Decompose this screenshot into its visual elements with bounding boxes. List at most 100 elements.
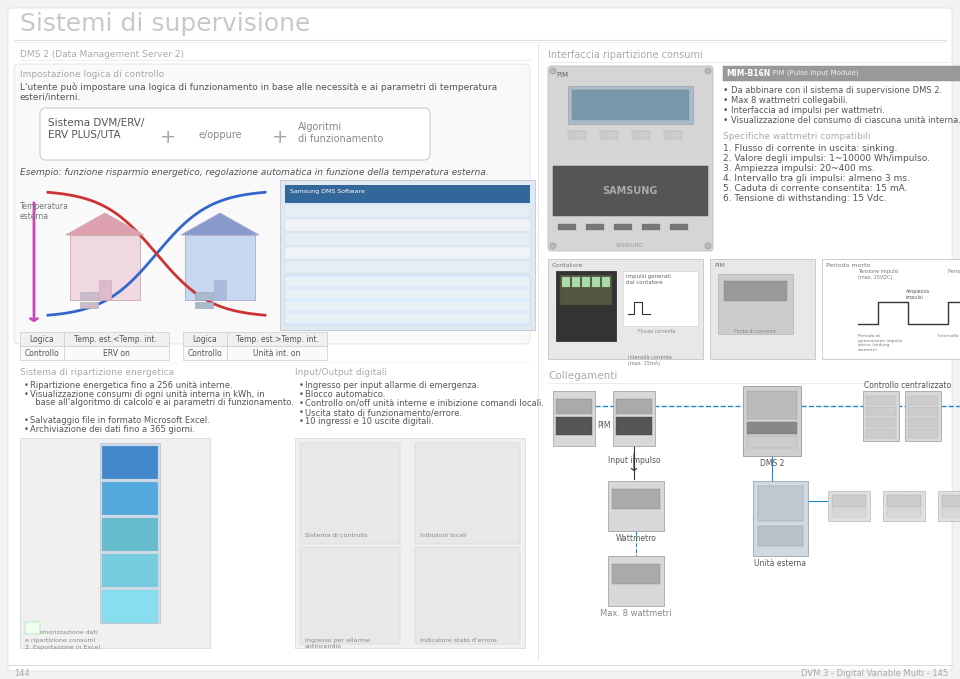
Text: 1. Flusso di corrente in uscita: sinking.: 1. Flusso di corrente in uscita: sinking…: [723, 144, 898, 153]
Text: +: +: [159, 128, 177, 147]
FancyBboxPatch shape: [102, 518, 158, 551]
FancyBboxPatch shape: [99, 280, 111, 300]
FancyBboxPatch shape: [285, 261, 530, 273]
Text: Specifiche wattmetri compatibili: Specifiche wattmetri compatibili: [723, 132, 871, 141]
Text: L'utente può impostare una logica di funzionamento in base alle necessità e ai p: L'utente può impostare una logica di fun…: [20, 82, 497, 102]
FancyBboxPatch shape: [102, 590, 158, 623]
FancyBboxPatch shape: [64, 332, 169, 346]
FancyBboxPatch shape: [568, 86, 693, 124]
Text: Collegamenti: Collegamenti: [548, 371, 617, 381]
FancyBboxPatch shape: [548, 259, 703, 359]
FancyBboxPatch shape: [300, 547, 400, 644]
Text: Controllo: Controllo: [187, 349, 223, 358]
FancyBboxPatch shape: [758, 526, 803, 546]
FancyBboxPatch shape: [664, 131, 682, 139]
FancyBboxPatch shape: [64, 346, 169, 360]
FancyBboxPatch shape: [556, 399, 592, 414]
Text: e/oppure: e/oppure: [198, 130, 242, 140]
Text: Inibizioni locali: Inibizioni locali: [420, 533, 467, 538]
FancyBboxPatch shape: [942, 495, 960, 507]
FancyBboxPatch shape: [295, 438, 525, 648]
FancyBboxPatch shape: [560, 275, 612, 305]
Text: DVM 3 - Digital Variable Multi - 145: DVM 3 - Digital Variable Multi - 145: [801, 669, 948, 678]
FancyBboxPatch shape: [285, 289, 530, 299]
Text: Da abbinare con il sistema di supervisione DMS 2.: Da abbinare con il sistema di supervisio…: [731, 86, 942, 95]
Text: Temp. est.<Temp. int.: Temp. est.<Temp. int.: [75, 335, 157, 344]
Text: 144: 144: [14, 669, 30, 678]
Text: MIM-B16N: MIM-B16N: [726, 69, 770, 78]
Text: PIM: PIM: [714, 263, 725, 268]
FancyBboxPatch shape: [908, 396, 938, 405]
FancyBboxPatch shape: [572, 90, 689, 120]
Text: ERV on: ERV on: [103, 349, 130, 358]
FancyBboxPatch shape: [887, 495, 921, 507]
FancyBboxPatch shape: [214, 280, 226, 300]
Text: Periodo morto: Periodo morto: [948, 269, 960, 274]
FancyBboxPatch shape: [758, 486, 803, 521]
FancyBboxPatch shape: [723, 66, 960, 81]
FancyBboxPatch shape: [102, 482, 158, 515]
FancyBboxPatch shape: [100, 443, 160, 623]
Polygon shape: [66, 213, 144, 235]
FancyBboxPatch shape: [942, 509, 960, 517]
Text: Blocco automatico.: Blocco automatico.: [305, 390, 385, 399]
FancyBboxPatch shape: [608, 481, 664, 531]
FancyBboxPatch shape: [70, 235, 140, 300]
FancyBboxPatch shape: [612, 564, 660, 584]
Text: Input impulso: Input impulso: [608, 456, 660, 465]
FancyBboxPatch shape: [556, 271, 616, 341]
FancyBboxPatch shape: [623, 271, 698, 326]
Text: Controllo on/off unità interne e inibizione comandi locali.: Controllo on/off unità interne e inibizi…: [305, 399, 544, 408]
FancyBboxPatch shape: [568, 131, 586, 139]
FancyBboxPatch shape: [908, 429, 938, 438]
FancyBboxPatch shape: [747, 422, 797, 434]
Text: e ripartizione consumi: e ripartizione consumi: [25, 638, 95, 643]
Text: Intensità corrente
(max. 15mA): Intensità corrente (max. 15mA): [628, 355, 672, 366]
FancyBboxPatch shape: [718, 274, 793, 334]
Text: •: •: [723, 86, 729, 95]
FancyBboxPatch shape: [822, 259, 960, 359]
Text: Unità int. on: Unità int. on: [253, 349, 300, 358]
Text: •: •: [299, 390, 304, 399]
Text: SAMSUNG: SAMSUNG: [616, 243, 644, 248]
Text: Tensione impulsi
(max. 15VDC): Tensione impulsi (max. 15VDC): [858, 269, 899, 280]
Text: PIM: PIM: [556, 72, 568, 78]
Text: Interfaccia ripartizione consumi: Interfaccia ripartizione consumi: [548, 50, 703, 60]
FancyBboxPatch shape: [20, 438, 210, 648]
Text: 3. Ampiezza impulsi: 20~400 ms.: 3. Ampiezza impulsi: 20~400 ms.: [723, 164, 875, 173]
FancyBboxPatch shape: [670, 224, 688, 230]
Text: Sistema di ripartizione energetica: Sistema di ripartizione energetica: [20, 368, 174, 377]
FancyBboxPatch shape: [558, 224, 576, 230]
Text: Periodo di
generazione impulsi
attivo (sinking
corrente): Periodo di generazione impulsi attivo (s…: [858, 334, 902, 352]
FancyBboxPatch shape: [592, 277, 600, 287]
Text: PIM (Pulse Input Module): PIM (Pulse Input Module): [768, 69, 859, 75]
Text: Controllo: Controllo: [25, 349, 60, 358]
FancyBboxPatch shape: [102, 554, 158, 587]
Text: •: •: [299, 381, 304, 390]
FancyBboxPatch shape: [866, 418, 896, 427]
FancyBboxPatch shape: [608, 556, 664, 606]
Text: Ampiezza
impulsi: Ampiezza impulsi: [906, 289, 930, 300]
Text: Intervallo fra impulsi: Intervallo fra impulsi: [938, 334, 960, 338]
FancyBboxPatch shape: [562, 277, 570, 287]
Text: •: •: [24, 381, 29, 390]
Text: Uscita stato di funzionamento/errore.: Uscita stato di funzionamento/errore.: [305, 408, 462, 417]
Text: +: +: [272, 128, 288, 147]
FancyBboxPatch shape: [832, 509, 866, 517]
FancyBboxPatch shape: [832, 495, 866, 507]
FancyBboxPatch shape: [285, 205, 530, 217]
Text: Contatore: Contatore: [552, 263, 584, 268]
FancyBboxPatch shape: [632, 131, 650, 139]
FancyBboxPatch shape: [20, 346, 64, 360]
FancyBboxPatch shape: [866, 396, 896, 405]
Text: Archiviazione dei dati fino a 365 giorni.: Archiviazione dei dati fino a 365 giorni…: [30, 425, 195, 434]
FancyBboxPatch shape: [285, 219, 530, 231]
FancyBboxPatch shape: [747, 436, 797, 448]
Text: Temperatura
esterna: Temperatura esterna: [20, 202, 69, 221]
FancyBboxPatch shape: [938, 491, 960, 521]
Circle shape: [550, 243, 556, 249]
Text: Controllo centralizzato: Controllo centralizzato: [864, 381, 951, 390]
Text: Impostazione logica di controllo: Impostazione logica di controllo: [20, 70, 164, 79]
FancyBboxPatch shape: [747, 391, 797, 419]
Circle shape: [705, 243, 711, 249]
